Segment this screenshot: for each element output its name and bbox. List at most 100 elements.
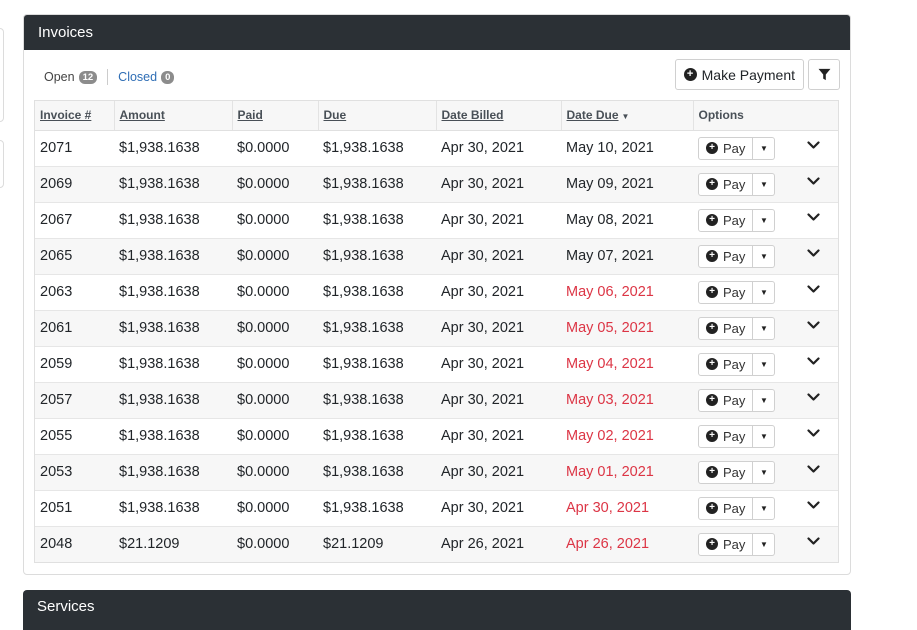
expand-row-button[interactable] <box>807 354 821 370</box>
caret-down-icon: ▼ <box>759 251 768 261</box>
pay-button-group: + Pay ▼ <box>698 532 776 556</box>
pay-dropdown-toggle[interactable]: ▼ <box>753 460 776 484</box>
pay-button[interactable]: + Pay <box>698 460 754 484</box>
plus-circle-icon: + <box>706 214 718 226</box>
options-cell: + Pay ▼ <box>693 202 838 239</box>
pay-button-group: + Pay ▼ <box>698 208 776 232</box>
pay-dropdown-toggle[interactable]: ▼ <box>753 424 776 448</box>
chevron-down-icon <box>807 321 821 329</box>
table-row[interactable]: 2053 $1,938.1638 $0.0000 $1,938.1638 Apr… <box>35 454 838 491</box>
expand-row-button[interactable] <box>807 426 821 442</box>
amount-cell: $1,938.1638 <box>114 202 232 239</box>
make-payment-button[interactable]: + Make Payment <box>674 59 804 90</box>
table-header-row: Invoice # Amount Paid Due Date Billed Da… <box>35 101 838 131</box>
pay-button[interactable]: + Pay <box>698 532 754 556</box>
pay-dropdown-toggle[interactable]: ▼ <box>753 244 776 268</box>
date-due-cell: May 01, 2021 <box>561 454 693 491</box>
options-cell: + Pay ▼ <box>693 130 838 167</box>
pay-button[interactable]: + Pay <box>698 244 754 268</box>
options-cell: + Pay ▼ <box>693 274 838 311</box>
plus-circle-icon: + <box>683 68 697 81</box>
invoice-number-cell: 2069 <box>35 166 114 203</box>
expand-row-button[interactable] <box>807 390 821 406</box>
pay-label: Pay <box>723 176 746 192</box>
pay-button[interactable]: + Pay <box>698 352 754 376</box>
pay-dropdown-toggle[interactable]: ▼ <box>753 496 776 520</box>
invoice-number-cell: 2065 <box>35 238 114 275</box>
amount-cell: $21.1209 <box>119 536 180 553</box>
table-row[interactable]: 2048 $21.1209 $0.0000 $21.1209 Apr 26, 2… <box>35 526 838 562</box>
col-date-billed[interactable]: Date Billed <box>436 101 562 131</box>
tab-open[interactable]: Open 12 <box>44 70 98 84</box>
table-row[interactable]: 2065 $1,938.1638 $0.0000 $1,938.1638 Apr… <box>35 238 838 275</box>
options-cell: + Pay ▼ <box>693 238 838 275</box>
pay-button[interactable]: + Pay <box>698 316 754 340</box>
filter-button[interactable] <box>808 59 840 90</box>
table-row[interactable]: 2051 $1,938.1638 $0.0000 $1,938.1638 Apr… <box>35 490 838 527</box>
table-row[interactable]: 2055 $1,938.1638 $0.0000 $1,938.1638 Apr… <box>35 418 838 455</box>
pay-button[interactable]: + Pay <box>698 424 754 448</box>
amount-cell: $1,938.1638 <box>114 166 232 203</box>
expand-row-button[interactable] <box>807 210 821 226</box>
tab-closed[interactable]: Closed 0 <box>118 70 175 84</box>
col-date-due-label: Date Due <box>566 108 619 123</box>
pay-dropdown-toggle[interactable]: ▼ <box>753 352 776 376</box>
chevron-down-icon <box>807 285 821 293</box>
pay-button[interactable]: + Pay <box>698 496 754 520</box>
expand-row-button[interactable] <box>807 246 821 262</box>
pay-dropdown-toggle[interactable]: ▼ <box>753 388 776 412</box>
col-invoice-number[interactable]: Invoice # <box>35 101 115 131</box>
table-row[interactable]: 2061 $1,938.1638 $0.0000 $1,938.1638 Apr… <box>35 310 838 347</box>
col-amount[interactable]: Amount <box>114 101 233 131</box>
pay-dropdown-toggle[interactable]: ▼ <box>753 208 776 232</box>
table-row[interactable]: 2071 $1,938.1638 $0.0000 $1,938.1638 Apr… <box>35 130 838 167</box>
table-row[interactable]: 2059 $1,938.1638 $0.0000 $1,938.1638 Apr… <box>35 346 838 383</box>
paid-cell: $0.0000 <box>232 238 318 275</box>
chevron-down-icon <box>807 393 821 401</box>
col-paid-label: Paid <box>237 108 263 123</box>
expand-row-button[interactable] <box>807 282 821 298</box>
options-cell: + Pay ▼ <box>693 490 838 527</box>
pay-label: Pay <box>723 392 746 408</box>
pay-dropdown-toggle[interactable]: ▼ <box>753 532 776 556</box>
col-paid[interactable]: Paid <box>232 101 319 131</box>
caret-down-icon: ▼ <box>759 179 768 189</box>
date-due-cell: May 07, 2021 <box>561 238 693 275</box>
expand-row-button[interactable] <box>807 498 821 514</box>
table-row[interactable]: 2069 $1,938.1638 $0.0000 $1,938.1638 Apr… <box>35 166 838 203</box>
date-due-cell: Apr 26, 2021 <box>566 536 650 553</box>
col-due[interactable]: Due <box>318 101 437 131</box>
pay-button[interactable]: + Pay <box>698 280 754 304</box>
caret-down-icon: ▼ <box>759 431 768 441</box>
col-date-due[interactable]: Date Due ▼ <box>561 101 694 131</box>
left-panel-fragment <box>0 28 4 122</box>
pay-dropdown-toggle[interactable]: ▼ <box>753 280 776 304</box>
pay-button[interactable]: + Pay <box>698 136 754 160</box>
pay-button-group: + Pay ▼ <box>698 352 776 376</box>
plus-circle-icon: + <box>706 502 718 514</box>
table-row[interactable]: 2063 $1,938.1638 $0.0000 $1,938.1638 Apr… <box>35 274 838 311</box>
table-row[interactable]: 2057 $1,938.1638 $0.0000 $1,938.1638 Apr… <box>35 382 838 419</box>
expand-row-button[interactable] <box>807 318 821 334</box>
pay-button[interactable]: + Pay <box>698 208 754 232</box>
expand-row-button[interactable] <box>807 534 821 550</box>
pay-dropdown-toggle[interactable]: ▼ <box>753 316 776 340</box>
caret-down-icon: ▼ <box>759 359 768 369</box>
expand-row-button[interactable] <box>807 174 821 190</box>
date-billed-cell: Apr 30, 2021 <box>436 130 561 167</box>
pay-dropdown-toggle[interactable]: ▼ <box>753 172 776 196</box>
date-billed-cell: Apr 30, 2021 <box>436 274 561 311</box>
pay-dropdown-toggle[interactable]: ▼ <box>753 136 776 160</box>
pay-button[interactable]: + Pay <box>698 388 754 412</box>
due-cell: $1,938.1638 <box>318 166 436 203</box>
expand-row-button[interactable] <box>807 138 821 154</box>
due-cell: $21.1209 <box>323 536 384 553</box>
invoice-number-cell: 2063 <box>35 274 114 311</box>
pay-label: Pay <box>723 356 746 372</box>
pay-button[interactable]: + Pay <box>698 172 754 196</box>
paid-cell: $0.0000 <box>232 382 318 419</box>
date-billed-cell: Apr 30, 2021 <box>436 202 561 239</box>
expand-row-button[interactable] <box>807 462 821 478</box>
pay-label: Pay <box>723 140 746 156</box>
table-row[interactable]: 2067 $1,938.1638 $0.0000 $1,938.1638 Apr… <box>35 202 838 239</box>
